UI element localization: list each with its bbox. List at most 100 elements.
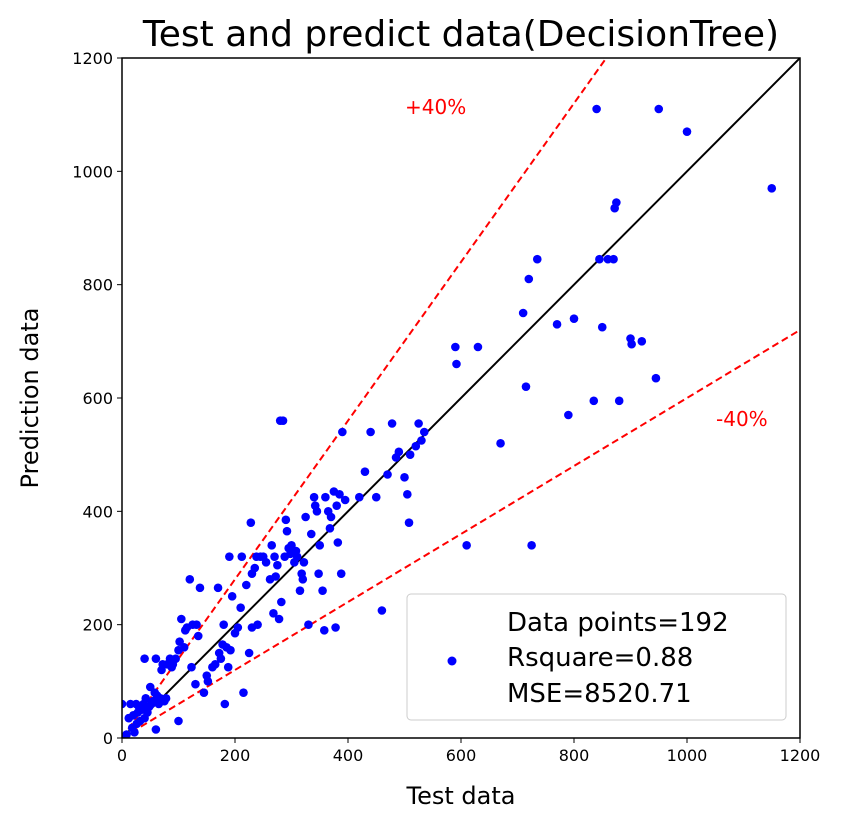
x-tick-label: 800 (559, 746, 590, 765)
y-axis-ticks: 0 200 400 600 800 1000 1200 (72, 49, 122, 748)
x-tick-label: 1000 (667, 746, 708, 765)
data-point (246, 518, 256, 527)
data-point (309, 492, 319, 502)
data-point (282, 526, 292, 536)
data-point (179, 643, 189, 652)
data-point (473, 342, 483, 352)
data-point (325, 524, 335, 533)
annotation-minus-40: -40% (716, 407, 768, 431)
data-point (187, 662, 196, 672)
data-point (552, 320, 562, 329)
data-point (192, 620, 201, 629)
data-point (233, 623, 243, 632)
data-point (614, 396, 624, 406)
data-points (122, 104, 777, 738)
data-point (524, 274, 534, 284)
data-point (253, 620, 262, 629)
data-point (278, 416, 288, 425)
data-point (219, 620, 228, 629)
data-point (227, 592, 237, 601)
data-point (496, 439, 505, 448)
data-point (383, 470, 392, 479)
data-point (326, 512, 336, 522)
y-tick-label: 1000 (72, 162, 113, 181)
data-point (405, 450, 415, 459)
data-point (451, 342, 460, 352)
data-point (171, 654, 180, 663)
data-point (301, 512, 310, 522)
legend-line-1: Data points=192 (507, 608, 729, 638)
data-point (161, 694, 171, 703)
data-point (199, 688, 209, 697)
data-point (292, 552, 302, 561)
data-point (210, 660, 220, 669)
data-point (682, 127, 692, 136)
data-point (298, 575, 308, 584)
data-point (331, 623, 340, 632)
data-point (270, 552, 279, 561)
data-point (140, 654, 149, 663)
data-point (267, 541, 277, 550)
data-point (569, 314, 579, 323)
data-point (589, 396, 599, 406)
y-tick-label: 200 (82, 616, 113, 635)
data-point (332, 501, 342, 510)
data-point (237, 552, 247, 561)
data-point (627, 339, 636, 349)
data-point (371, 492, 381, 502)
legend-box (406, 593, 787, 721)
plus-40-line (122, 58, 608, 738)
x-tick-label: 200 (220, 746, 251, 765)
data-point (314, 569, 323, 578)
data-point (462, 541, 471, 550)
data-point (174, 716, 183, 726)
data-point (321, 492, 330, 502)
data-point (527, 541, 536, 550)
y-tick-label: 800 (82, 276, 113, 295)
data-point (595, 254, 604, 264)
data-point (226, 645, 235, 655)
data-point (609, 254, 618, 264)
data-point (612, 198, 621, 207)
data-point (273, 560, 282, 570)
data-point (532, 254, 542, 264)
data-point (419, 427, 429, 437)
legend-line-2: Rsquare=0.88 (507, 643, 693, 673)
x-tick-label: 1200 (780, 746, 821, 765)
data-point (767, 184, 777, 193)
data-point (151, 725, 161, 734)
data-point (597, 322, 607, 332)
data-point (319, 626, 329, 635)
x-axis-label: Test data (406, 782, 516, 810)
data-point (261, 558, 271, 567)
data-point (336, 569, 346, 578)
data-point (151, 654, 161, 663)
y-tick-label: 600 (82, 389, 113, 408)
data-point (564, 410, 573, 420)
data-point (335, 490, 344, 499)
data-point (130, 728, 139, 737)
data-point (312, 507, 322, 516)
data-point (122, 730, 131, 738)
data-point (122, 699, 127, 709)
data-point (414, 419, 423, 428)
y-tick-label: 400 (82, 502, 113, 521)
data-point (651, 373, 661, 383)
x-tick-label: 400 (333, 746, 364, 765)
data-point (281, 515, 291, 525)
data-point (216, 654, 226, 663)
data-point (225, 552, 234, 561)
data-point (360, 467, 370, 476)
data-point (236, 603, 245, 612)
data-point (394, 447, 404, 457)
data-point (521, 382, 531, 391)
data-point (250, 563, 260, 573)
data-point (452, 359, 461, 369)
data-point (306, 529, 316, 539)
data-point (366, 427, 375, 437)
data-point (191, 679, 200, 689)
data-point (654, 104, 664, 114)
legend-marker (447, 656, 457, 666)
data-point (299, 558, 309, 567)
